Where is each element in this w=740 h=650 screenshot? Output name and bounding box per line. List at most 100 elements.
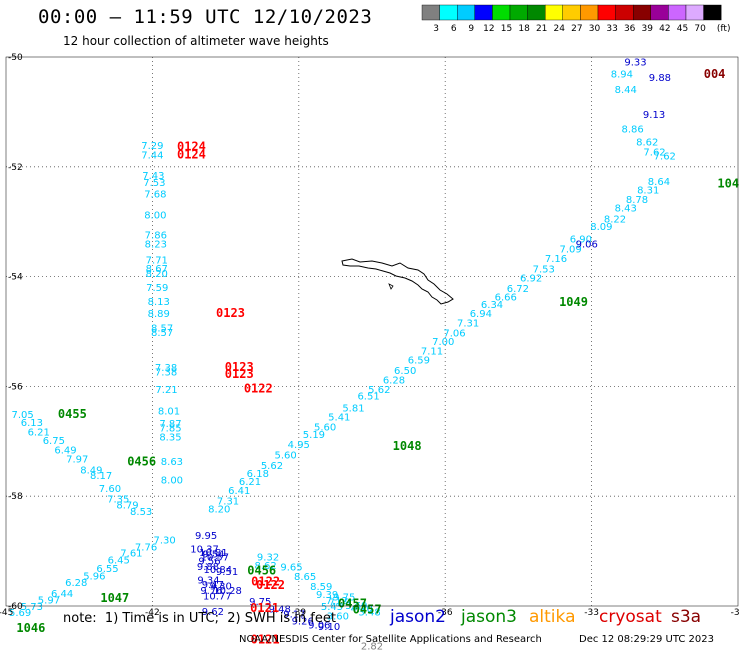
y-tick-label: -58 <box>8 492 23 502</box>
chart-subtitle: 12 hour collection of altimeter wave hei… <box>63 34 329 48</box>
swh-label: 7.86 <box>145 230 167 241</box>
swh-label: 8.01 <box>158 407 180 418</box>
colorbar-tick-label: 6 <box>451 24 457 34</box>
colorbar-swatch <box>545 4 564 21</box>
swh-label: 5.19 <box>303 430 325 441</box>
pass-time-label: 1046 <box>16 621 45 635</box>
swh-label: 7.09 <box>329 598 351 609</box>
mission-legend-item: jason2 <box>390 607 446 627</box>
pass-time-label: 0456 <box>247 563 276 577</box>
swh-label: 6.50 <box>394 366 416 377</box>
colorbar-swatch <box>703 4 722 21</box>
swh-label: 2.82 <box>361 642 383 650</box>
colorbar-swatch <box>474 4 493 21</box>
swh-label: 8.89 <box>148 309 170 320</box>
swh-label: 8.49 <box>80 465 102 476</box>
swh-label: 9.88 <box>197 562 219 573</box>
x-tick-label: -42 <box>145 608 160 618</box>
swh-label: 7.53 <box>533 264 555 275</box>
swh-label: 8.00 <box>144 211 166 222</box>
swh-label: 4.70 <box>351 604 373 615</box>
pass-time-label: 0123 <box>225 360 254 374</box>
colorbar-swatch <box>633 4 652 21</box>
colorbar-tick-label: 24 <box>554 24 566 34</box>
swh-label: 5.62 <box>368 385 390 396</box>
pass-time-label: 0124 <box>177 148 206 162</box>
colorbar-tick-label: 36 <box>624 24 636 34</box>
swh-label: 8.94 <box>611 69 633 80</box>
swh-label: 9.48 <box>269 605 291 616</box>
swh-label: 9.95 <box>195 531 217 542</box>
swh-label: 9.54 <box>202 549 224 560</box>
mission-legend-item: jason3 <box>461 607 517 627</box>
swh-label: 9.47 <box>202 580 224 591</box>
swh-label: 6.21 <box>28 427 50 438</box>
swh-label: 7.60 <box>99 484 121 495</box>
swh-label: 10.57 <box>201 553 230 564</box>
pass-time-label: 0457 <box>338 596 367 610</box>
y-tick-label: -60 <box>8 602 23 612</box>
colorbar-tick-label: 9 <box>468 24 474 34</box>
swh-label: 6.21 <box>239 477 261 488</box>
swh-label: 9.30 <box>210 582 232 593</box>
swh-label: 7.05 <box>11 410 33 421</box>
pass-time-label: 1047 <box>100 591 129 605</box>
colorbar-swatch <box>562 4 581 21</box>
swh-label: 6.18 <box>247 469 269 480</box>
swh-label: 9.62 <box>202 607 224 618</box>
swh-label: 7.38 <box>155 363 177 374</box>
swh-label: 7.68 <box>144 190 166 201</box>
colorbar-swatch <box>597 4 616 21</box>
swh-label: 9.34 <box>197 576 219 587</box>
swh-label: 6.90 <box>570 235 592 246</box>
pass-time-label: 0121 <box>251 632 280 646</box>
swh-label: 8.57 <box>151 324 173 335</box>
colorbar-swatch <box>492 4 511 21</box>
swh-label: 8.22 <box>604 214 626 225</box>
colorbar-tick-label: 30 <box>589 24 601 34</box>
swh-label: 6.13 <box>21 418 43 429</box>
swh-label: 7.85 <box>159 424 181 435</box>
swh-label: 9.06 <box>308 621 330 632</box>
swh-label: 8.67 <box>146 264 168 275</box>
swh-label: 5.45 <box>321 602 343 613</box>
swh-label: 8.13 <box>148 297 170 308</box>
credit-text: NOAA/NESDIS Center for Satellite Applica… <box>239 634 542 645</box>
swh-label: 8.59 <box>310 582 332 593</box>
swh-label: 5.60 <box>314 422 336 433</box>
swh-label: 7.71 <box>146 256 168 267</box>
swh-label: 6.34 <box>481 300 503 311</box>
swh-label: 7.12 <box>326 596 348 607</box>
swh-label: 5.73 <box>21 602 43 613</box>
swh-label: 8.23 <box>145 240 167 251</box>
swh-label: 9.76 <box>200 586 222 597</box>
swh-label: 8.44 <box>615 85 637 96</box>
swh-label: 9.75 <box>249 597 271 608</box>
swh-label: 8.62 <box>636 138 658 149</box>
swh-label: 8.53 <box>130 507 152 518</box>
colorbar-swatch <box>439 4 458 21</box>
pass-time-label: 1048 <box>393 439 422 453</box>
swh-label: 8.20 <box>208 504 230 515</box>
swh-label: 7.43 <box>142 171 164 182</box>
swh-label: 7.97 <box>66 454 88 465</box>
swh-label: 8.64 <box>648 177 670 188</box>
swh-label: 8.00 <box>161 476 183 487</box>
swh-label: 5.96 <box>83 571 105 582</box>
swh-label: 8.57 <box>151 328 173 339</box>
swh-label: 6.75 <box>43 436 65 447</box>
colorbar-swatch <box>685 4 704 21</box>
swh-label: 8.35 <box>159 432 181 443</box>
colorbar-tick-label: 3 <box>433 24 439 34</box>
satellite-pass-labels: 0124012401230123012301220455045610481049… <box>16 67 739 646</box>
swh-label: 10.77 <box>203 592 232 603</box>
swh-label: 6.28 <box>383 375 405 386</box>
colorbar-tick-label: 21 <box>536 24 547 34</box>
colorbar-swatch <box>668 4 687 21</box>
swh-label: 4.95 <box>288 440 310 451</box>
mission-legend-item: cryosat <box>599 607 662 627</box>
swh-label: 7.44 <box>141 151 163 162</box>
mission-legend-item: s3a <box>671 607 702 627</box>
swh-label: 5.97 <box>38 595 60 606</box>
